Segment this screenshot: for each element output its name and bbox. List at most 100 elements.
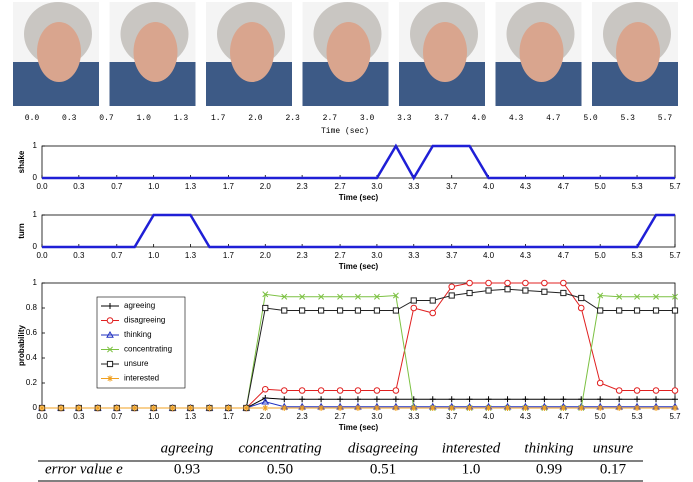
- x-tick-label: 0.3: [73, 251, 85, 260]
- y-tick-label: 0.8: [26, 303, 38, 312]
- marker: [541, 279, 548, 287]
- marker: [410, 297, 417, 304]
- x-tick-label: 3.7: [446, 412, 458, 421]
- marker: [39, 405, 45, 411]
- marker: [652, 307, 660, 314]
- table-header: concentrating: [238, 440, 322, 456]
- marker: [281, 307, 288, 314]
- x-tick-label: 5.7: [669, 412, 681, 421]
- marker: [616, 293, 623, 300]
- x-tick-label: 5.3: [631, 251, 643, 260]
- marker: [504, 405, 511, 411]
- x-tick-label: 2.3: [297, 182, 309, 191]
- marker: [577, 304, 585, 312]
- marker: [410, 396, 417, 403]
- x-axis-label: Time (sec): [339, 193, 379, 202]
- marker: [150, 405, 157, 411]
- marker: [541, 405, 548, 411]
- x-tick-label: 5.7: [669, 182, 681, 191]
- y-tick-label: 0: [33, 403, 38, 412]
- x-tick-label: 0.0: [36, 251, 48, 260]
- x-tick-label: 3.3: [408, 412, 420, 421]
- marker: [262, 405, 269, 411]
- marker: [107, 303, 113, 309]
- marker: [616, 307, 623, 314]
- x-tick-label: 1.7: [223, 412, 235, 421]
- marker: [299, 293, 306, 300]
- marker: [560, 279, 567, 287]
- photo-tick-label: 1.7: [211, 114, 226, 123]
- table-cell: 0.99: [536, 461, 562, 477]
- marker: [373, 307, 381, 314]
- x-tick-label: 2.7: [335, 412, 347, 421]
- marker: [504, 279, 511, 287]
- table-header: unsure: [593, 440, 634, 456]
- x-tick-label: 4.7: [558, 412, 570, 421]
- marker: [107, 346, 113, 353]
- marker: [106, 360, 114, 368]
- x-tick-label: 2.7: [335, 251, 347, 260]
- x-tick-label: 5.3: [631, 182, 643, 191]
- photo-tick-label: 5.7: [658, 114, 673, 123]
- marker: [299, 396, 306, 403]
- x-tick-label: 4.3: [520, 412, 532, 421]
- photo-tick-label: 2.0: [248, 114, 263, 123]
- x-tick-label: 4.0: [483, 251, 495, 260]
- marker: [485, 396, 492, 403]
- photo-strip: [13, 2, 678, 106]
- x-tick-label: 1.3: [185, 182, 197, 191]
- plot-frame: [41, 145, 676, 179]
- table-cell: 0.93: [174, 461, 200, 477]
- marker: [597, 292, 604, 299]
- x-tick-label: 0.3: [73, 412, 85, 421]
- marker: [354, 387, 362, 394]
- marker: [652, 387, 660, 394]
- marker: [318, 405, 325, 411]
- marker: [616, 396, 623, 403]
- photo-tick-label: 0.7: [99, 114, 114, 123]
- marker: [392, 307, 399, 314]
- marker: [634, 405, 641, 411]
- y-tick-label: 0.2: [26, 378, 38, 387]
- marker: [615, 387, 623, 394]
- marker: [634, 396, 641, 403]
- table-header: disagreeing: [348, 440, 419, 456]
- y-tick-label: 0: [33, 173, 38, 182]
- marker: [337, 293, 344, 300]
- marker: [466, 289, 473, 297]
- marker: [107, 375, 113, 382]
- face: [519, 22, 564, 82]
- marker: [336, 307, 344, 314]
- marker: [522, 287, 529, 294]
- marker: [262, 304, 269, 312]
- marker: [187, 405, 194, 411]
- x-tick-label: 4.7: [558, 251, 570, 260]
- x-tick-label: 2.0: [260, 182, 272, 191]
- marker: [504, 396, 511, 403]
- x-tick-label: 1.3: [185, 251, 197, 260]
- photo-tick-label: 4.3: [509, 114, 524, 123]
- marker: [653, 405, 660, 411]
- marker: [504, 286, 511, 293]
- legend-label: agreeing: [124, 301, 155, 310]
- photo-tick-label: 4.7: [546, 114, 561, 123]
- marker: [485, 405, 492, 411]
- table-cell: 0.50: [267, 461, 293, 477]
- table-cell: 0.17: [600, 461, 627, 477]
- marker: [261, 385, 269, 393]
- marker: [466, 396, 473, 403]
- x-tick-label: 0.7: [111, 412, 123, 421]
- marker: [653, 396, 660, 403]
- face: [37, 22, 81, 82]
- x-tick-label: 1.7: [223, 182, 235, 191]
- x-tick-label: 5.0: [595, 251, 607, 260]
- marker: [466, 405, 473, 411]
- x-tick-label: 1.0: [148, 251, 160, 260]
- photo-tick-label: 5.0: [583, 114, 598, 123]
- marker: [261, 397, 270, 405]
- marker: [672, 405, 678, 411]
- marker: [280, 387, 288, 394]
- marker: [113, 405, 120, 411]
- marker: [448, 283, 456, 291]
